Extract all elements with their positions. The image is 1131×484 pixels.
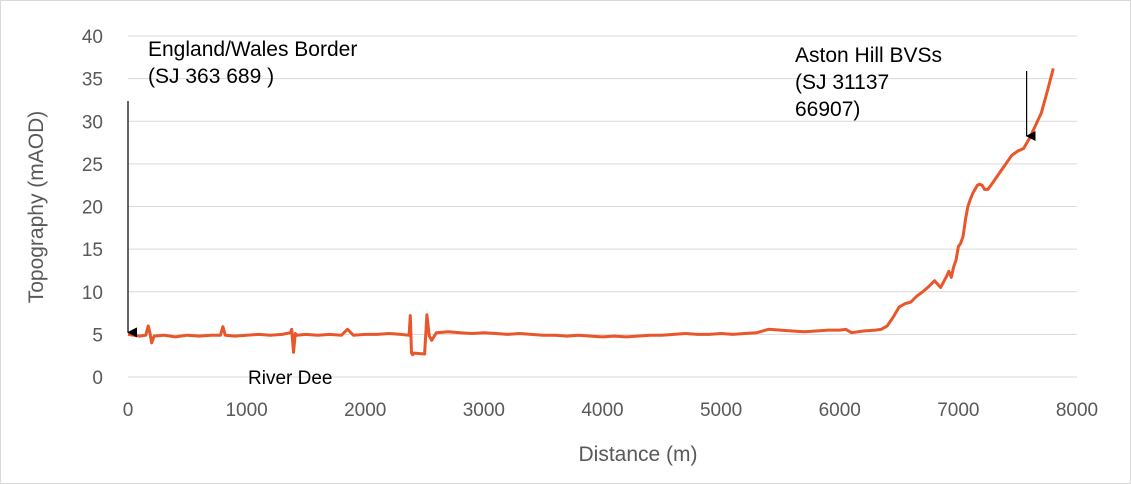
y-tick-label: 35 <box>82 70 103 91</box>
y-tick-label: 20 <box>82 198 103 219</box>
y-axis-ticks: 0 5 10 15 20 25 30 35 40 <box>82 27 103 389</box>
x-axis-ticks: 0 1000 2000 3000 4000 5000 6000 7000 8000 <box>123 400 1098 421</box>
x-tick-label: 6000 <box>819 400 861 421</box>
x-tick-label: 8000 <box>1056 400 1098 421</box>
annotation-england-wales-border: England/Wales Border (SJ 363 689 ) <box>148 38 357 88</box>
y-tick-label: 0 <box>92 368 103 389</box>
x-axis-label: Distance (m) <box>578 443 697 466</box>
annotation-aston-hill: Aston Hill BVSs (SJ 31137 66907) <box>795 44 942 121</box>
y-tick-label: 25 <box>82 155 103 176</box>
y-tick-label: 5 <box>92 325 103 346</box>
x-tick-label: 3000 <box>463 400 505 421</box>
series-line-topography <box>127 68 1055 357</box>
annotations: England/Wales Border (SJ 363 689 ) Aston H… <box>127 38 1036 389</box>
x-tick-label: 2000 <box>344 400 386 421</box>
y-tick-label: 15 <box>82 240 103 261</box>
x-tick-label: 0 <box>123 400 134 421</box>
annotation-river-dee: River Dee <box>248 368 332 389</box>
x-tick-label: 1000 <box>225 400 267 421</box>
x-tick-label: 5000 <box>700 400 742 421</box>
y-tick-label: 10 <box>82 283 103 304</box>
y-axis-label: Topography (mAOD) <box>25 111 48 304</box>
x-tick-label: 4000 <box>581 400 623 421</box>
x-tick-label: 7000 <box>937 400 979 421</box>
y-tick-label: 30 <box>82 112 103 133</box>
y-tick-label: 40 <box>82 27 103 48</box>
